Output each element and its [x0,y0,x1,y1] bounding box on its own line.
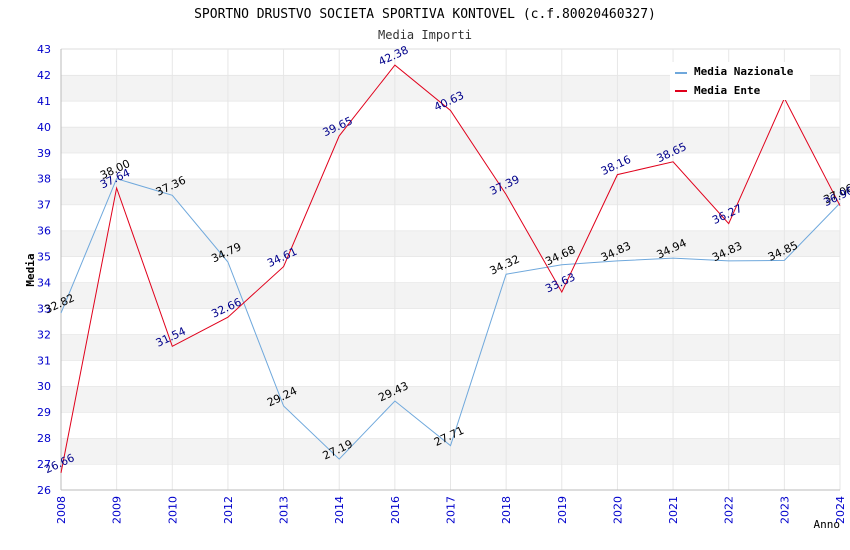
y-tick-label: 32 [37,328,51,341]
y-tick-label: 33 [37,302,51,315]
y-tick-label: 42 [37,69,51,82]
y-tick-label: 36 [37,225,51,238]
x-tick-label: 2012 [222,496,235,524]
x-tick-label: 2019 [556,496,569,524]
legend: Media Nazionale Media Ente [670,62,810,100]
x-tick-label: 2021 [667,496,680,524]
y-tick-label: 34 [37,276,51,289]
x-axis-ticks: 2008 2009 2010 2012 2013 2014 2016 2017 2018 2019… [55,496,847,524]
y-axis-label: Media [24,253,37,286]
x-tick-label: 2008 [55,496,68,524]
y-tick-label: 41 [37,95,51,108]
legend-box [670,62,810,100]
x-tick-label: 2014 [333,496,346,524]
y-tick-label: 35 [37,251,51,264]
y-tick-label: 29 [37,406,51,419]
x-tick-label: 2024 [834,496,847,524]
legend-label-media-nazionale: Media Nazionale [694,65,794,78]
chart-title: SPORTNO DRUSTVO SOCIETA SPORTIVA KONTOVE… [194,7,656,22]
y-tick-label: 27 [37,458,51,471]
x-tick-label: 2022 [723,496,736,524]
x-tick-label: 2017 [445,496,458,524]
chart-subtitle: Media Importi [378,28,472,42]
x-axis-label: Anno [814,518,841,531]
x-tick-label: 2016 [389,496,402,524]
x-tick-label: 2013 [278,496,291,524]
y-tick-label: 30 [37,380,51,393]
y-tick-label: 43 [37,43,51,56]
axes [60,49,840,491]
x-tick-label: 2010 [166,496,179,524]
y-tick-label: 39 [37,147,51,160]
x-tick-label: 2020 [611,496,624,524]
y-tick-label: 31 [37,354,51,367]
y-tick-label: 40 [37,121,51,134]
series-line-media-nazionale [60,178,841,460]
y-tick-label: 26 [37,484,51,497]
series-lines [60,64,841,473]
y-tick-label: 37 [37,199,51,212]
y-axis-ticks: 26 27 28 29 30 31 32 33 34 35 36 37 38 39 40 41 42 43 [37,43,51,497]
y-tick-label: 38 [37,173,51,186]
x-tick-label: 2009 [111,496,124,524]
grid-bands [60,48,841,490]
legend-label-media-ente: Media Ente [694,84,761,97]
series-line-media-ente [60,64,841,473]
x-tick-label: 2018 [500,496,513,524]
x-tick-label: 2023 [778,496,791,524]
y-tick-label: 28 [37,432,51,445]
